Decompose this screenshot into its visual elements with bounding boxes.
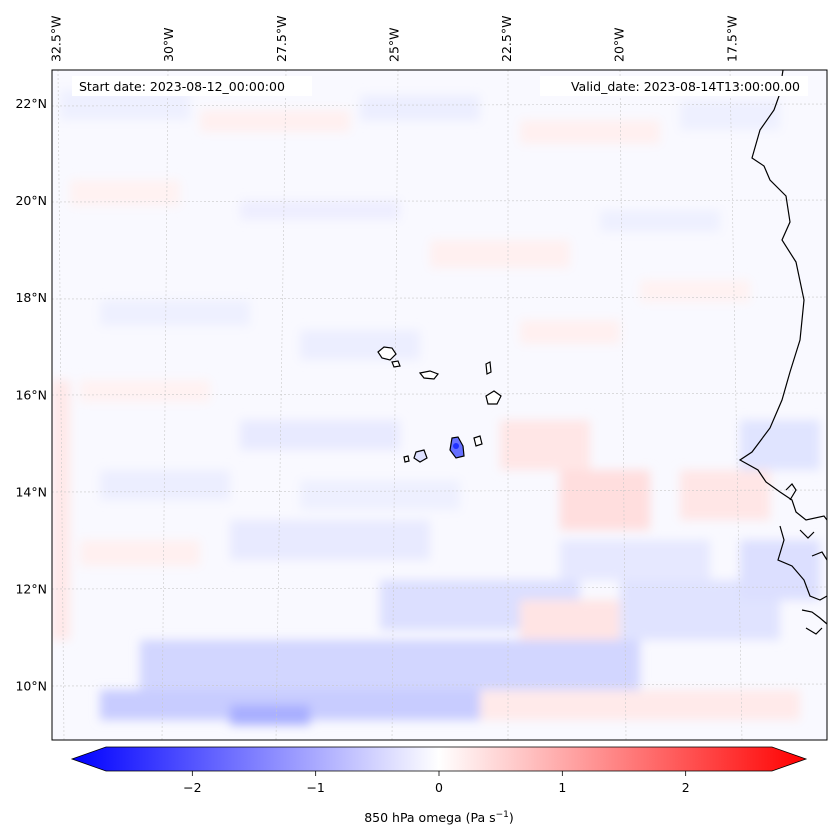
island-boa-vista: [485, 390, 502, 405]
latitude-labels: 22°N 20°N 18°N 16°N 14°N 12°N 10°N: [15, 96, 47, 694]
colorbar-label: 850 hPa omega (Pa s−1): [364, 810, 514, 825]
lon-label: 25°W: [386, 27, 401, 62]
date-labels: Start date: 2023-08-12_00:00:00 Valid_da…: [72, 76, 808, 96]
colorbar-tick-label: −2: [183, 780, 201, 795]
lon-label: 30°W: [161, 27, 176, 62]
colorbar-tick-label: 1: [558, 780, 566, 795]
colorbar-tick-label: 0: [435, 780, 443, 795]
strong-updraft-spot: [453, 443, 459, 449]
colorbar-tick-label: −1: [306, 780, 324, 795]
island-santo-antao: [377, 346, 397, 361]
lon-label: 22.5°W: [499, 16, 514, 62]
lon-label: 27.5°W: [274, 16, 289, 62]
graticule: [52, 70, 827, 740]
lat-label: 12°N: [15, 581, 47, 596]
map-frame: [51, 69, 828, 741]
valid-date-label: Valid_date: 2023-08-14T13:00:00.00: [571, 79, 800, 94]
lon-label: 17.5°W: [724, 16, 739, 62]
island-maio: [473, 435, 483, 447]
island-sao-nicolau: [418, 370, 439, 380]
colorbar-bar: [70, 746, 808, 772]
island-sao-vicente: [391, 360, 401, 368]
island-sal: [485, 361, 492, 375]
island-fogo: [413, 449, 428, 463]
lon-label: 20°W: [612, 27, 627, 62]
colorbar: −2 −1 0 1 2 850 hPa omega (Pa s−1): [70, 746, 808, 825]
map-panel: Start date: 2023-08-12_00:00:00 Valid_da…: [51, 69, 828, 741]
lat-label: 20°N: [15, 193, 47, 208]
longitude-labels: 32.5°W 30°W 27.5°W 25°W 22.5°W 20°W 17.5°W: [49, 16, 740, 62]
lat-label: 10°N: [15, 679, 47, 694]
start-date-box: [72, 76, 312, 96]
valid-date-box: [540, 76, 808, 96]
lat-label: 18°N: [15, 290, 47, 305]
africa-coastline: [738, 69, 828, 635]
start-date-label: Start date: 2023-08-12_00:00:00: [79, 79, 285, 94]
lon-label: 32.5°W: [49, 16, 64, 62]
island-brava: [403, 455, 410, 463]
cape-verde-islands: [377, 346, 502, 463]
colorbar-tick-label: 2: [682, 780, 690, 795]
lat-label: 22°N: [15, 96, 47, 111]
colorbar-ticks: −2 −1 0 1 2: [183, 771, 690, 795]
lat-label: 14°N: [15, 484, 47, 499]
coast-detail-1: [785, 483, 828, 561]
lat-label: 16°N: [15, 387, 47, 402]
